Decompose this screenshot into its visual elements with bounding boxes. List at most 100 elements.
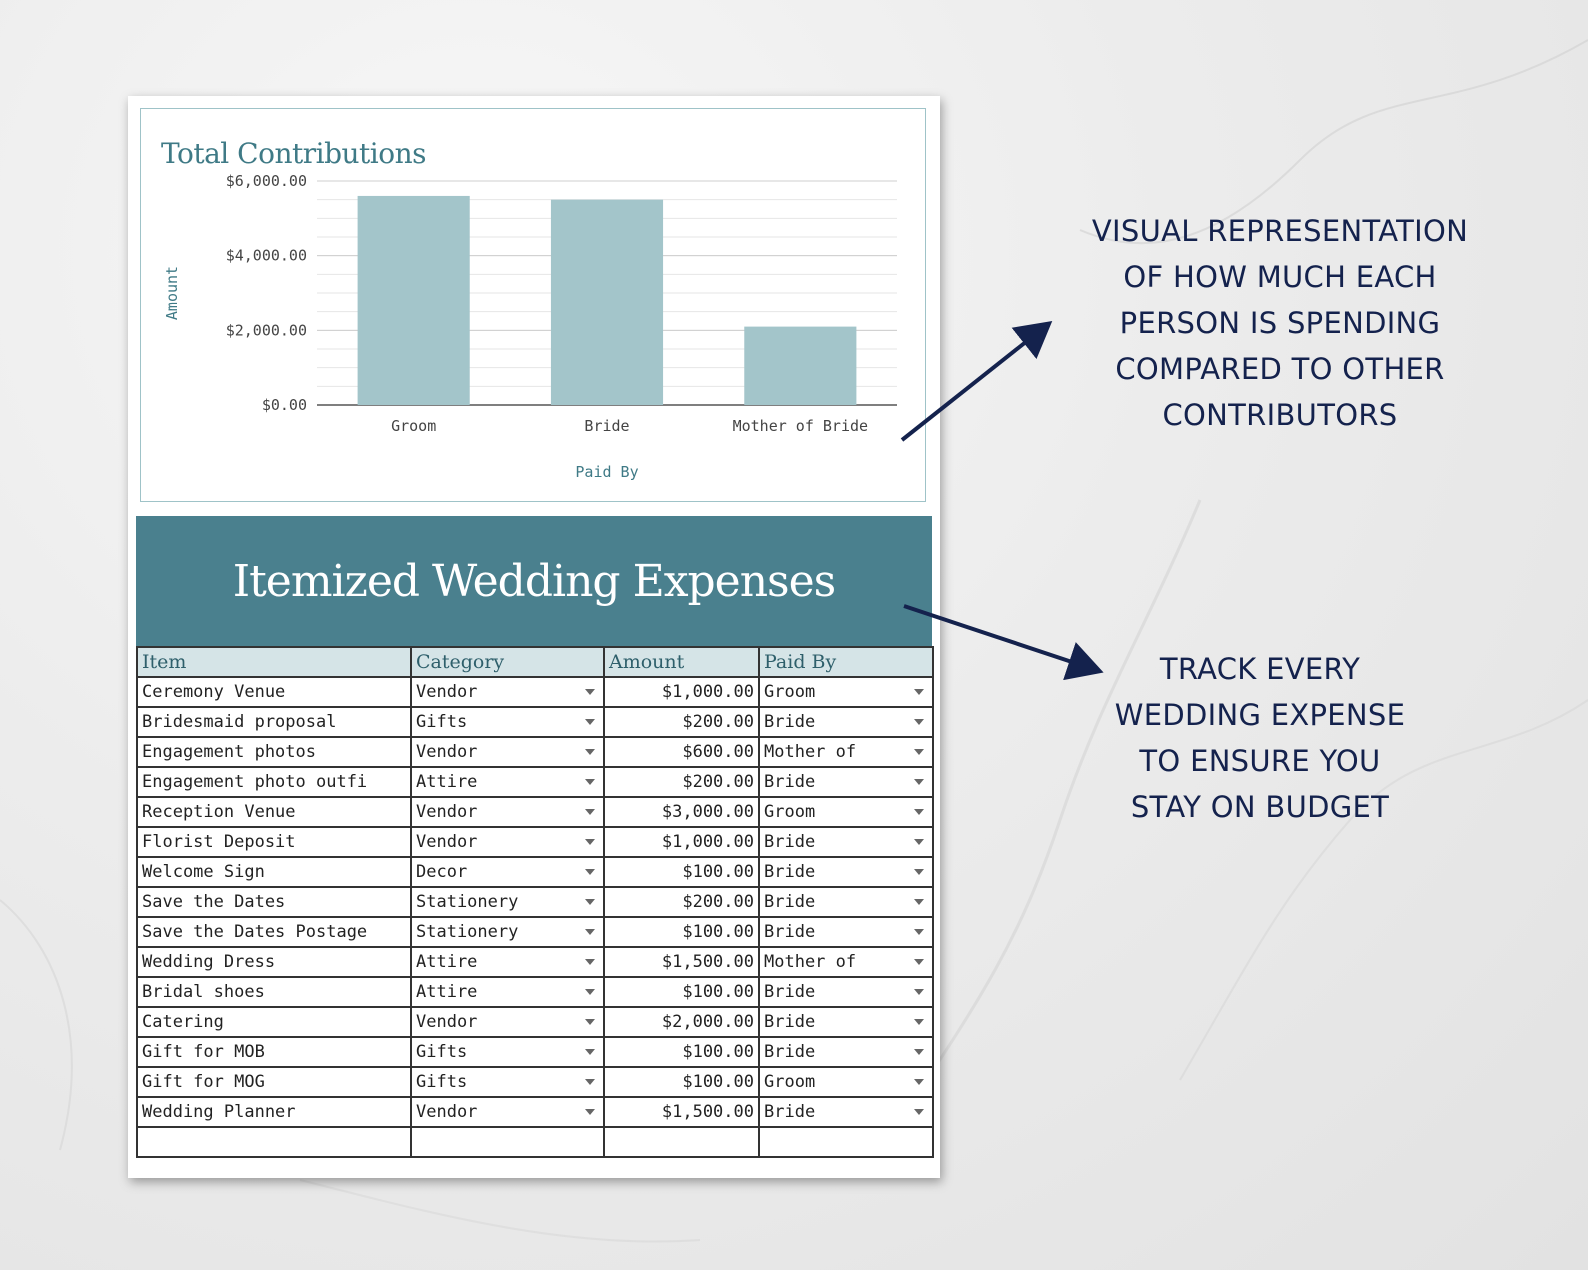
header-paid-by[interactable]: Paid By xyxy=(758,646,934,678)
cell-paid-by[interactable]: Bride xyxy=(758,766,934,798)
cell-amount[interactable]: $2,000.00 xyxy=(603,1006,760,1038)
cell-amount[interactable]: $100.00 xyxy=(603,856,760,888)
cell-category[interactable]: Decor xyxy=(410,856,605,888)
cell-category[interactable]: Attire xyxy=(410,976,605,1008)
cell-amount[interactable]: $100.00 xyxy=(603,1066,760,1098)
cell-amount[interactable]: $100.00 xyxy=(603,976,760,1008)
cell-paid-by[interactable]: Bride xyxy=(758,826,934,858)
cell-item[interactable]: Catering xyxy=(136,1006,412,1038)
dropdown-caret-icon[interactable] xyxy=(914,809,924,815)
empty-cell[interactable] xyxy=(603,1126,760,1158)
dropdown-value: Vendor xyxy=(416,682,478,702)
dropdown-caret-icon[interactable] xyxy=(914,989,924,995)
dropdown-caret-icon[interactable] xyxy=(914,959,924,965)
dropdown-caret-icon[interactable] xyxy=(585,1019,595,1025)
cell-paid-by[interactable]: Bride xyxy=(758,916,934,948)
dropdown-caret-icon[interactable] xyxy=(914,869,924,875)
cell-category[interactable]: Stationery xyxy=(410,916,605,948)
header-category[interactable]: Category xyxy=(410,646,605,678)
cell-amount[interactable]: $600.00 xyxy=(603,736,760,768)
table-row: Catering Vendor $2,000.00 Bride xyxy=(136,1006,934,1038)
dropdown-caret-icon[interactable] xyxy=(585,839,595,845)
cell-category[interactable]: Gifts xyxy=(410,706,605,738)
cell-amount[interactable]: $200.00 xyxy=(603,706,760,738)
cell-category[interactable]: Vendor xyxy=(410,1096,605,1128)
cell-amount[interactable]: $100.00 xyxy=(603,1036,760,1068)
cell-item[interactable]: Florist Deposit xyxy=(136,826,412,858)
cell-paid-by[interactable]: Mother of xyxy=(758,946,934,978)
dropdown-caret-icon[interactable] xyxy=(585,959,595,965)
cell-category[interactable]: Gifts xyxy=(410,1036,605,1068)
cell-category[interactable]: Vendor xyxy=(410,826,605,858)
cell-paid-by[interactable]: Groom xyxy=(758,796,934,828)
cell-amount[interactable]: $1,500.00 xyxy=(603,1096,760,1128)
dropdown-caret-icon[interactable] xyxy=(585,989,595,995)
cell-amount[interactable]: $200.00 xyxy=(603,886,760,918)
dropdown-caret-icon[interactable] xyxy=(585,1079,595,1085)
header-amount[interactable]: Amount xyxy=(603,646,760,678)
dropdown-caret-icon[interactable] xyxy=(914,929,924,935)
cell-paid-by[interactable]: Bride xyxy=(758,1096,934,1128)
empty-cell[interactable] xyxy=(136,1126,412,1158)
dropdown-caret-icon[interactable] xyxy=(585,899,595,905)
dropdown-caret-icon[interactable] xyxy=(914,1019,924,1025)
dropdown-caret-icon[interactable] xyxy=(914,839,924,845)
cell-item[interactable]: Wedding Dress xyxy=(136,946,412,978)
cell-paid-by[interactable]: Bride xyxy=(758,706,934,738)
cell-item[interactable]: Reception Venue xyxy=(136,796,412,828)
dropdown-caret-icon[interactable] xyxy=(914,719,924,725)
dropdown-caret-icon[interactable] xyxy=(585,929,595,935)
cell-category[interactable]: Vendor xyxy=(410,796,605,828)
dropdown-caret-icon[interactable] xyxy=(914,779,924,785)
dropdown-caret-icon[interactable] xyxy=(914,899,924,905)
dropdown-caret-icon[interactable] xyxy=(585,749,595,755)
header-item[interactable]: Item xyxy=(136,646,412,678)
cell-category[interactable]: Vendor xyxy=(410,1006,605,1038)
cell-paid-by[interactable]: Bride xyxy=(758,1036,934,1068)
cell-amount[interactable]: $200.00 xyxy=(603,766,760,798)
empty-cell[interactable] xyxy=(758,1126,934,1158)
cell-item[interactable]: Bridesmaid proposal xyxy=(136,706,412,738)
cell-item[interactable]: Gift for MOB xyxy=(136,1036,412,1068)
dropdown-caret-icon[interactable] xyxy=(585,1109,595,1115)
empty-cell[interactable] xyxy=(410,1126,605,1158)
cell-paid-by[interactable]: Bride xyxy=(758,886,934,918)
cell-item[interactable]: Wedding Planner xyxy=(136,1096,412,1128)
cell-paid-by[interactable]: Groom xyxy=(758,676,934,708)
cell-paid-by[interactable]: Bride xyxy=(758,856,934,888)
dropdown-caret-icon[interactable] xyxy=(914,1109,924,1115)
cell-category[interactable]: Stationery xyxy=(410,886,605,918)
cell-category[interactable]: Gifts xyxy=(410,1066,605,1098)
cell-item[interactable]: Bridal shoes xyxy=(136,976,412,1008)
dropdown-caret-icon[interactable] xyxy=(585,689,595,695)
dropdown-caret-icon[interactable] xyxy=(585,779,595,785)
cell-category[interactable]: Vendor xyxy=(410,676,605,708)
cell-amount[interactable]: $1,000.00 xyxy=(603,676,760,708)
cell-item[interactable]: Gift for MOG xyxy=(136,1066,412,1098)
cell-item[interactable]: Engagement photo outfi xyxy=(136,766,412,798)
cell-amount[interactable]: $1,000.00 xyxy=(603,826,760,858)
cell-paid-by[interactable]: Bride xyxy=(758,1006,934,1038)
dropdown-caret-icon[interactable] xyxy=(914,689,924,695)
cell-category[interactable]: Attire xyxy=(410,946,605,978)
cell-item[interactable]: Ceremony Venue xyxy=(136,676,412,708)
dropdown-caret-icon[interactable] xyxy=(914,1079,924,1085)
cell-item[interactable]: Save the Dates xyxy=(136,886,412,918)
cell-item[interactable]: Welcome Sign xyxy=(136,856,412,888)
dropdown-caret-icon[interactable] xyxy=(585,1049,595,1055)
dropdown-caret-icon[interactable] xyxy=(585,869,595,875)
cell-category[interactable]: Vendor xyxy=(410,736,605,768)
cell-amount[interactable]: $3,000.00 xyxy=(603,796,760,828)
cell-amount[interactable]: $100.00 xyxy=(603,916,760,948)
dropdown-caret-icon[interactable] xyxy=(585,809,595,815)
dropdown-caret-icon[interactable] xyxy=(585,719,595,725)
cell-paid-by[interactable]: Bride xyxy=(758,976,934,1008)
dropdown-caret-icon[interactable] xyxy=(914,749,924,755)
cell-category[interactable]: Attire xyxy=(410,766,605,798)
dropdown-caret-icon[interactable] xyxy=(914,1049,924,1055)
cell-amount[interactable]: $1,500.00 xyxy=(603,946,760,978)
cell-paid-by[interactable]: Mother of xyxy=(758,736,934,768)
cell-item[interactable]: Save the Dates Postage xyxy=(136,916,412,948)
cell-item[interactable]: Engagement photos xyxy=(136,736,412,768)
cell-paid-by[interactable]: Groom xyxy=(758,1066,934,1098)
